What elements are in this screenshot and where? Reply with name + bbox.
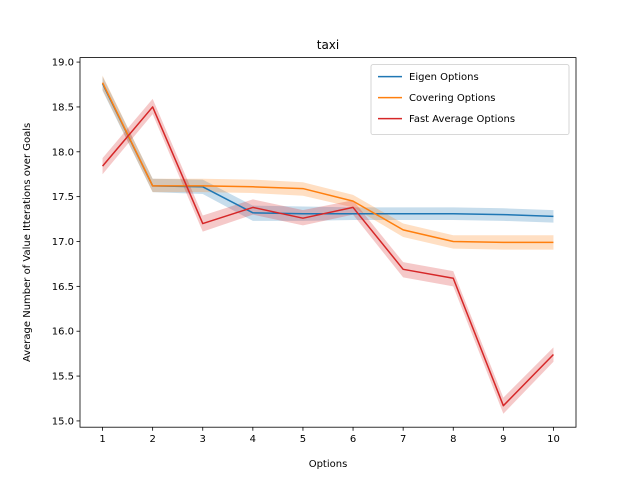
x-axis-label: Options [309,459,348,470]
y-tick-label: 17.5 [52,192,74,203]
x-axis: 1 2 3 4 5 6 7 8 9 10 [99,427,560,445]
x-tick-label: 7 [400,434,406,445]
series-line-2 [101,106,554,407]
chart-title: taxi [317,38,340,52]
y-axis: 15.0 15.5 16.0 16.5 17.0 17.5 18.0 18.5 19.0 [52,58,80,427]
legend-label: Covering Options [409,93,496,104]
y-tick-label: 16.0 [52,327,74,338]
legend: Eigen Options Covering Options Fast Averag… [370,64,570,135]
x-tick-label: 4 [250,434,256,445]
plot-area-frame [79,57,577,428]
y-axis-label: Average Number of Value Itterations over… [22,123,33,362]
y-tick-label: 19.0 [52,58,74,69]
y-tick-label: 16.5 [52,282,74,293]
x-tick-label: 10 [547,434,560,445]
y-tick-label: 18.0 [52,147,74,158]
y-tick-label: 15.5 [52,372,74,383]
x-tick-label: 1 [99,434,105,445]
legend-label: Fast Average Options [409,114,515,125]
x-tick-label: 8 [450,434,456,445]
legend-label: Eigen Options [409,72,479,83]
y-tick-label: 17.0 [52,237,74,248]
y-tick-label: 18.5 [52,102,74,113]
series-lines [101,82,554,407]
series-line-1 [101,82,554,244]
x-tick-label: 3 [200,434,206,445]
x-tick-label: 5 [300,434,306,445]
legend-frame [370,64,570,135]
x-tick-label: 2 [149,434,155,445]
x-tick-label: 6 [350,434,356,445]
y-tick-label: 15.0 [52,416,74,427]
x-tick-label: 9 [500,434,506,445]
